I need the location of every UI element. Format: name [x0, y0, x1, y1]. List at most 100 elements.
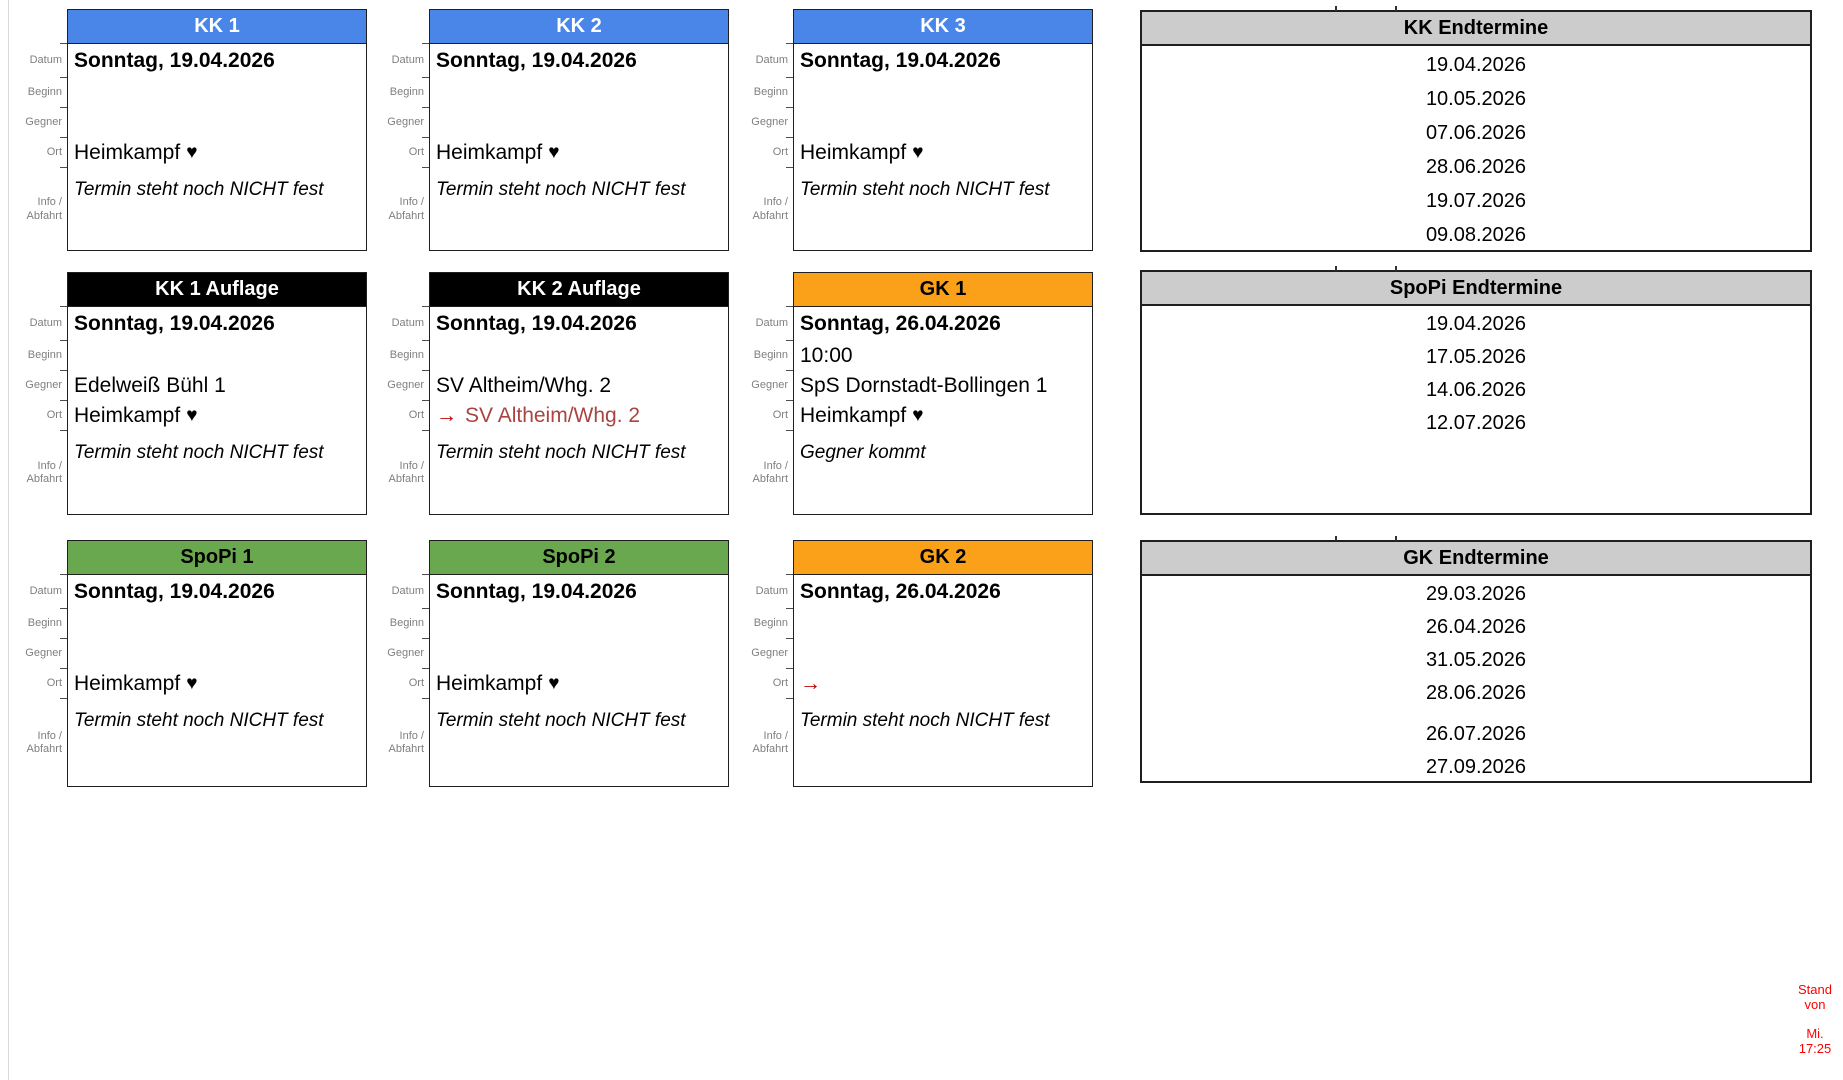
datum-value: Sonntag, 19.04.2026	[74, 580, 275, 603]
ort-value: Heimkampf ♥	[74, 141, 198, 164]
info-value: Termin steht noch NICHT fest	[436, 179, 686, 200]
label-ort: Ort	[369, 401, 429, 431]
gegner-value: SV Altheim/Whg. 2	[436, 374, 612, 397]
match-card-kk2: KK 2 Sonntag, 19.04.2026 Heimkampf ♥ Term…	[429, 9, 729, 251]
label-datum: Datum	[733, 575, 793, 609]
card-title: KK 2	[430, 10, 728, 44]
label-info-abfahrt: Info / Abfahrt	[752, 459, 788, 485]
field-label-gutter: Datum Beginn Gegner Ort Info / Abfahrt	[369, 272, 429, 515]
heart-icon: ♥	[548, 142, 560, 163]
label-datum: Datum	[7, 575, 67, 609]
card-title: KK 1 Auflage	[68, 273, 366, 307]
beginn-value	[68, 609, 366, 639]
match-card-kk1-auflage: KK 1 Auflage Sonntag, 19.04.2026 Edelwei…	[67, 272, 367, 515]
field-label-gutter: Datum Beginn Gegner Ort Info / Abfahrt	[369, 9, 429, 251]
label-gegner: Gegner	[369, 108, 429, 138]
match-card-kk1: KK 1 Sonntag, 19.04.2026 Heimkampf ♥ Term…	[67, 9, 367, 251]
label-datum: Datum	[369, 307, 429, 341]
datum-value: Sonntag, 26.04.2026	[800, 312, 1001, 335]
match-card-kk2-auflage: KK 2 Auflage Sonntag, 19.04.2026 SV Alth…	[429, 272, 729, 515]
label-ort: Ort	[7, 401, 67, 431]
ort-value: Heimkampf ♥	[436, 141, 560, 164]
card-title: SpoPi 2	[430, 541, 728, 575]
stand-note-line: von	[1804, 997, 1826, 1013]
endtermine-date-row: 12.07.2026	[1425, 412, 1527, 434]
label-gegner: Gegner	[733, 108, 793, 138]
field-label-gutter: Datum Beginn Gegner Ort Info / Abfahrt	[733, 9, 793, 251]
beginn-value	[430, 341, 728, 371]
label-ort: Ort	[7, 138, 67, 168]
field-label-gutter: Datum Beginn Gegner Ort Info / Abfahrt	[733, 272, 793, 515]
match-card-unit-spopi2: Datum Beginn Gegner Ort Info / Abfahrt Sp…	[369, 540, 729, 787]
stand-note-line: Mi.	[1806, 1025, 1824, 1041]
table-title: KK Endtermine	[1142, 12, 1810, 46]
gegner-value	[430, 108, 728, 138]
column-tick	[1335, 6, 1337, 11]
gegner-value: Edelweiß Bühl 1	[74, 374, 226, 397]
match-card-unit-gk2: Datum Beginn Gegner Ort Info / Abfahrt GK…	[733, 540, 1093, 787]
match-card-gk2: GK 2 Sonntag, 26.04.2026 → Termin steht …	[793, 540, 1093, 787]
field-label-gutter: Datum Beginn Gegner Ort Info / Abfahrt	[733, 540, 793, 787]
card-title: KK 2 Auflage	[430, 273, 728, 307]
column-tick	[1335, 536, 1337, 541]
match-card-spopi1: SpoPi 1 Sonntag, 19.04.2026 Heimkampf ♥ T…	[67, 540, 367, 787]
table-body: 19.04.2026 10.05.2026 07.06.2026 28.06.2…	[1142, 46, 1810, 252]
label-gegner: Gegner	[369, 371, 429, 401]
label-gegner: Gegner	[369, 639, 429, 669]
label-beginn: Beginn	[369, 78, 429, 108]
card-title: KK 3	[794, 10, 1092, 44]
label-beginn: Beginn	[369, 609, 429, 639]
match-card-spopi2: SpoPi 2 Sonntag, 19.04.2026 Heimkampf ♥ T…	[429, 540, 729, 787]
label-ort: Ort	[369, 669, 429, 699]
table-title: SpoPi Endtermine	[1142, 272, 1810, 306]
endtermine-date-row: 19.07.2026	[1425, 189, 1527, 212]
endtermine-date-row: 27.09.2026	[1425, 756, 1527, 778]
field-label-gutter: Datum Beginn Gegner Ort Info / Abfahrt	[369, 540, 429, 787]
endtermine-date-row: 28.06.2026	[1425, 682, 1527, 704]
label-beginn: Beginn	[7, 78, 67, 108]
ort-value: Heimkampf ♥	[436, 672, 560, 695]
gegner-value	[794, 639, 1092, 669]
info-value: Termin steht noch NICHT fest	[436, 710, 686, 731]
table-body: 19.04.2026 17.05.2026 14.06.2026 12.07.2…	[1142, 306, 1810, 513]
endtermine-date-row: 26.04.2026	[1425, 616, 1527, 638]
datum-value: Sonntag, 26.04.2026	[800, 580, 1001, 603]
field-label-gutter: Datum Beginn Gegner Ort Info / Abfahrt	[7, 272, 67, 515]
endtermine-date-row: 14.06.2026	[1425, 379, 1527, 401]
ort-value-away: →	[794, 669, 1092, 699]
label-beginn: Beginn	[369, 341, 429, 371]
info-value: Termin steht noch NICHT fest	[74, 710, 324, 731]
ort-value: Heimkampf ♥	[800, 404, 924, 427]
label-beginn: Beginn	[733, 609, 793, 639]
ort-value: Heimkampf ♥	[800, 141, 924, 164]
match-card-gk1: GK 1 Sonntag, 26.04.2026 10:00 SpS Dorns…	[793, 272, 1093, 515]
gegner-value: SpS Dornstadt-Bollingen 1	[800, 374, 1048, 397]
info-value: Termin steht noch NICHT fest	[800, 179, 1050, 200]
endtermine-date-row: 17.05.2026	[1425, 346, 1527, 368]
gegner-value	[794, 108, 1092, 138]
card-title: GK 2	[794, 541, 1092, 575]
beginn-value	[68, 78, 366, 108]
column-tick	[1395, 6, 1397, 11]
field-label-gutter: Datum Beginn Gegner Ort Info / Abfahrt	[7, 9, 67, 251]
label-beginn: Beginn	[733, 341, 793, 371]
label-info-abfahrt: Info / Abfahrt	[26, 196, 62, 222]
card-title: GK 1	[794, 273, 1092, 307]
endtermine-date-row: 19.04.2026	[1425, 313, 1527, 335]
card-title: KK 1	[68, 10, 366, 44]
label-datum: Datum	[7, 44, 67, 78]
datum-value: Sonntag, 19.04.2026	[74, 312, 275, 335]
endtermine-date-row: 19.04.2026	[1425, 53, 1527, 76]
beginn-value	[794, 78, 1092, 108]
ort-value: Heimkampf ♥	[74, 672, 198, 695]
beginn-value	[430, 78, 728, 108]
gegner-value	[430, 639, 728, 669]
away-venue-text: SV Altheim/Whg. 2	[465, 404, 641, 427]
datum-value: Sonntag, 19.04.2026	[436, 580, 637, 603]
match-card-kk3: KK 3 Sonntag, 19.04.2026 Heimkampf ♥ Term…	[793, 9, 1093, 251]
label-beginn: Beginn	[7, 341, 67, 371]
label-ort: Ort	[733, 669, 793, 699]
label-gegner: Gegner	[7, 639, 67, 669]
datum-value: Sonntag, 19.04.2026	[436, 49, 637, 72]
label-gegner: Gegner	[733, 371, 793, 401]
